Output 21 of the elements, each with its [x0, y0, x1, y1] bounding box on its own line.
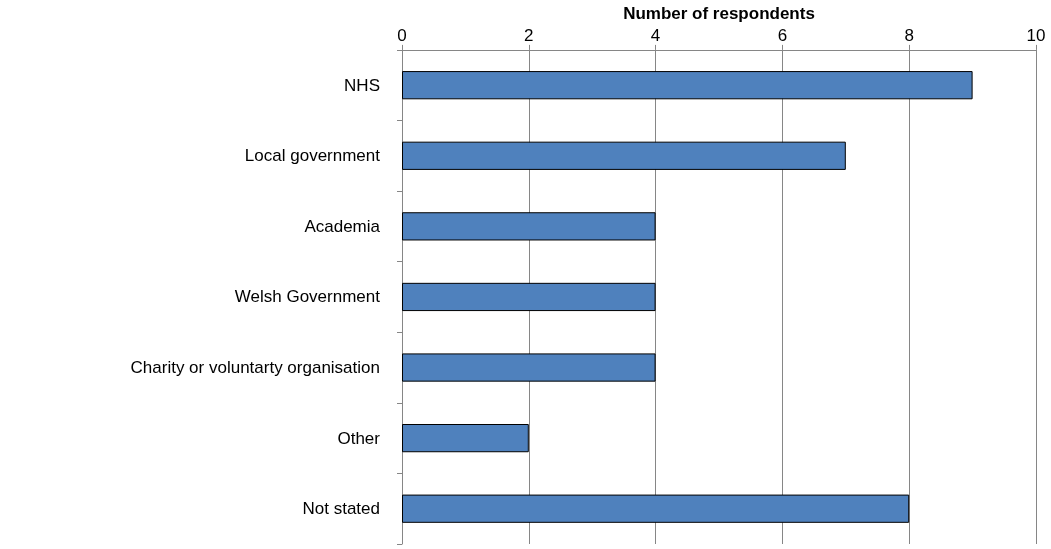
y-tick-label: Welsh Government: [234, 287, 381, 307]
bar: [402, 141, 846, 170]
bar: [402, 494, 910, 523]
x-tick-label: 8: [904, 25, 914, 45]
bar: [402, 212, 656, 241]
x-tick-label: 6: [777, 25, 788, 45]
x-tick-label: 2: [524, 25, 534, 45]
bar: [402, 282, 656, 312]
x-tick-label: 4: [650, 25, 661, 45]
y-tick-label: Academia: [304, 216, 381, 236]
bar: [402, 353, 656, 382]
x-tick-label: 0: [397, 25, 407, 45]
y-tick-label: NHS: [344, 75, 380, 95]
y-tick-label: Charity or voluntarty organisation: [130, 358, 380, 378]
x-axis-title: Number of respondents: [623, 4, 815, 23]
y-tick-label: Local government: [244, 146, 381, 166]
y-tick-label: Other: [337, 428, 381, 448]
y-tick-label: Not stated: [302, 499, 380, 519]
bar: [402, 424, 529, 453]
bar: [402, 71, 973, 100]
x-tick-label: 10: [1026, 25, 1046, 45]
